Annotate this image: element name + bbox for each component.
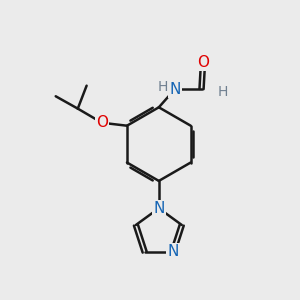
Text: N: N <box>169 82 181 97</box>
Text: N: N <box>153 201 164 216</box>
Text: N: N <box>167 244 179 260</box>
Text: H: H <box>218 85 228 99</box>
Text: O: O <box>96 115 108 130</box>
Text: O: O <box>197 55 209 70</box>
Text: H: H <box>158 80 168 94</box>
